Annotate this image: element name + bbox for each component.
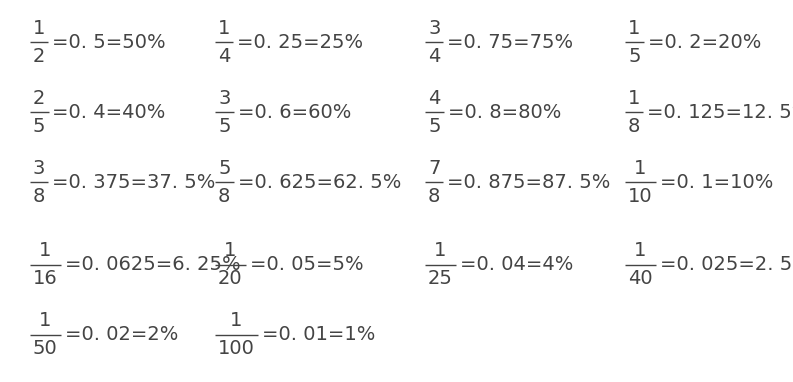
Text: 2: 2 (33, 89, 45, 107)
Text: =0. 02=2%: =0. 02=2% (65, 325, 178, 345)
Text: 40: 40 (628, 269, 653, 288)
Text: 1: 1 (435, 241, 446, 261)
Text: 1: 1 (230, 311, 243, 330)
Text: =0. 1=10%: =0. 1=10% (660, 173, 773, 191)
Text: 8: 8 (428, 186, 440, 206)
Text: 1: 1 (628, 18, 641, 37)
Text: =0. 5=50%: =0. 5=50% (52, 32, 166, 52)
Text: 3: 3 (218, 89, 231, 107)
Text: 5: 5 (628, 47, 641, 65)
Text: 4: 4 (428, 89, 440, 107)
Text: 10: 10 (628, 186, 653, 206)
Text: =0. 04=4%: =0. 04=4% (460, 256, 573, 275)
Text: =0. 875=87. 5%: =0. 875=87. 5% (447, 173, 611, 191)
Text: =0. 125=12. 5%: =0. 125=12. 5% (647, 102, 793, 121)
Text: 2: 2 (33, 47, 45, 65)
Text: 20: 20 (218, 269, 243, 288)
Text: 25: 25 (428, 269, 453, 288)
Text: =0. 625=62. 5%: =0. 625=62. 5% (237, 173, 401, 191)
Text: 1: 1 (628, 89, 641, 107)
Text: 4: 4 (218, 47, 231, 65)
Text: =0. 25=25%: =0. 25=25% (237, 32, 363, 52)
Text: =0. 75=75%: =0. 75=75% (447, 32, 573, 52)
Text: 1: 1 (39, 311, 52, 330)
Text: =0. 6=60%: =0. 6=60% (237, 102, 351, 121)
Text: 3: 3 (428, 18, 440, 37)
Text: 1: 1 (634, 159, 646, 178)
Text: 8: 8 (218, 186, 231, 206)
Text: 5: 5 (218, 159, 231, 178)
Text: =0. 01=1%: =0. 01=1% (262, 325, 375, 345)
Text: 1: 1 (224, 241, 236, 261)
Text: 7: 7 (428, 159, 440, 178)
Text: 5: 5 (33, 117, 45, 136)
Text: =0. 2=20%: =0. 2=20% (648, 32, 760, 52)
Text: =0. 0625=6. 25%: =0. 0625=6. 25% (65, 256, 240, 275)
Text: 3: 3 (33, 159, 45, 178)
Text: =0. 4=40%: =0. 4=40% (52, 102, 166, 121)
Text: 5: 5 (218, 117, 231, 136)
Text: 8: 8 (33, 186, 45, 206)
Text: =0. 375=37. 5%: =0. 375=37. 5% (52, 173, 216, 191)
Text: 16: 16 (33, 269, 58, 288)
Text: 1: 1 (39, 241, 52, 261)
Text: =0. 025=2. 5%: =0. 025=2. 5% (660, 256, 793, 275)
Text: =0. 8=80%: =0. 8=80% (447, 102, 561, 121)
Text: =0. 05=5%: =0. 05=5% (250, 256, 363, 275)
Text: 1: 1 (33, 18, 45, 37)
Text: 8: 8 (628, 117, 641, 136)
Text: 1: 1 (218, 18, 231, 37)
Text: 5: 5 (428, 117, 440, 136)
Text: 100: 100 (218, 340, 255, 358)
Text: 4: 4 (428, 47, 440, 65)
Text: 50: 50 (33, 340, 58, 358)
Text: 1: 1 (634, 241, 646, 261)
